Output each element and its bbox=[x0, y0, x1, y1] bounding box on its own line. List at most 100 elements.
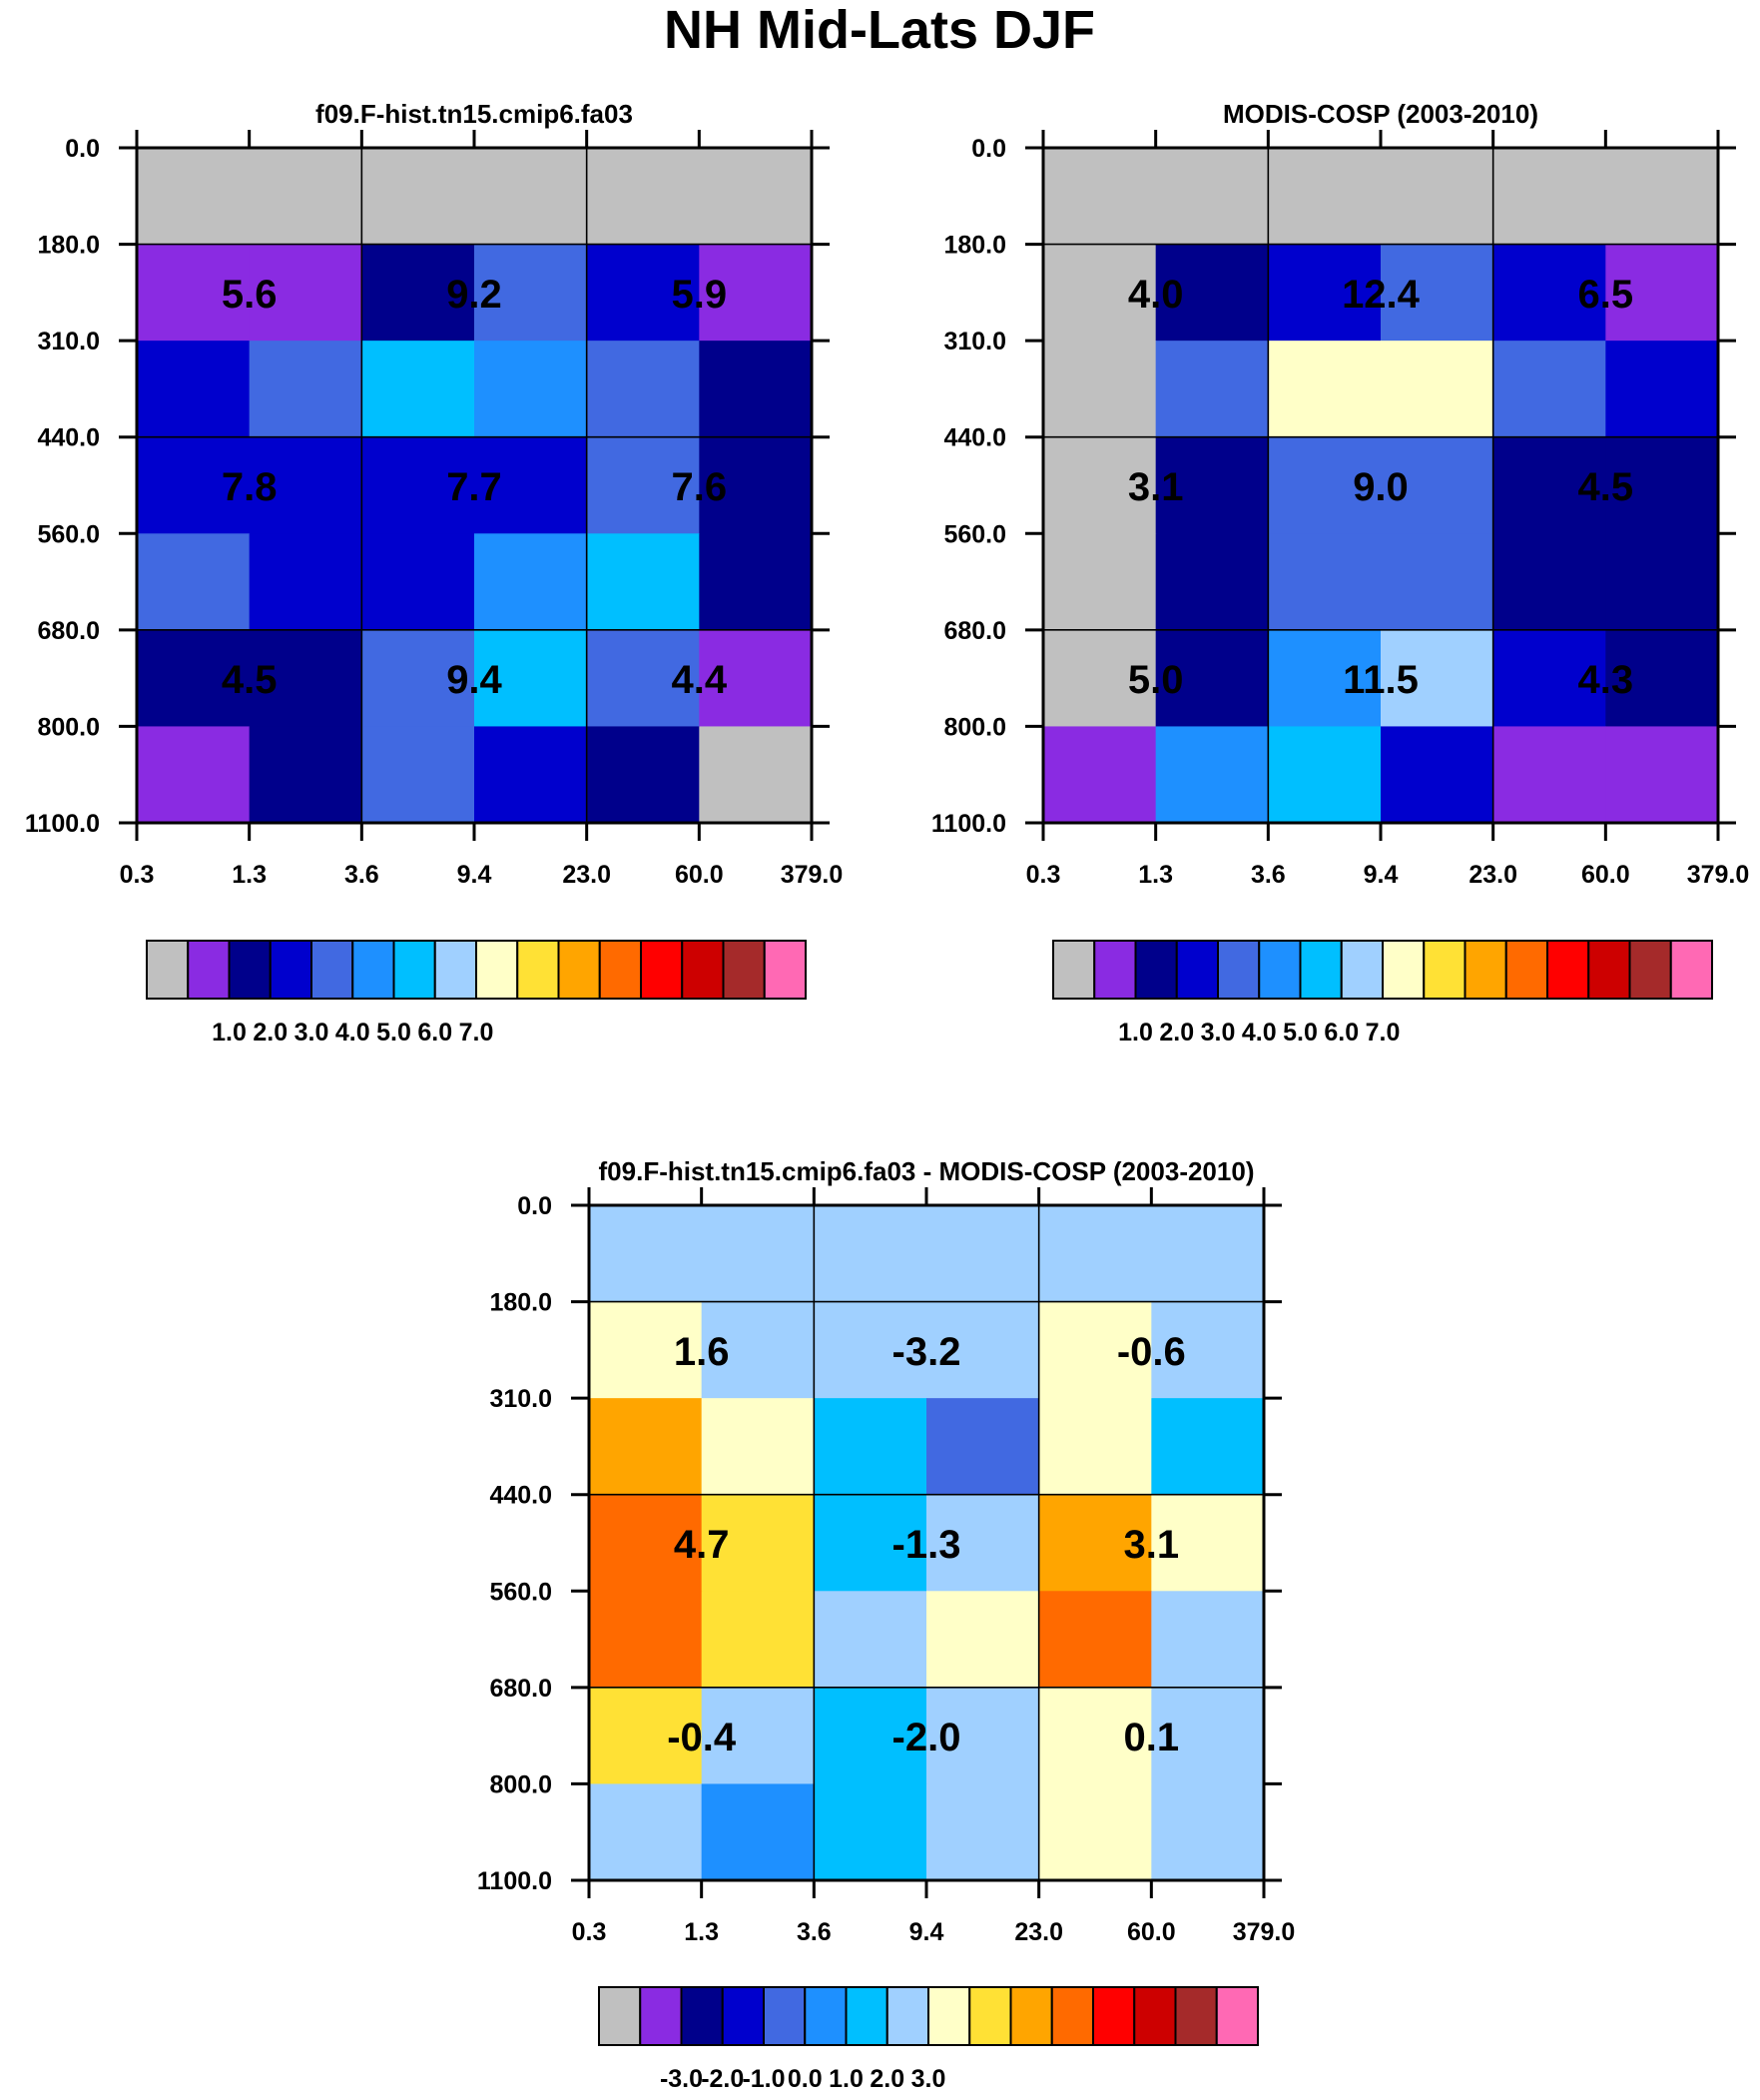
data-label: -1.3 bbox=[892, 1523, 961, 1567]
y-tick-label: 310.0 bbox=[37, 328, 100, 355]
cell bbox=[1043, 436, 1157, 534]
data-label: 1.6 bbox=[674, 1330, 730, 1374]
y-tick-label: 560.0 bbox=[943, 520, 1006, 548]
data-label: 4.0 bbox=[1128, 273, 1184, 317]
x-tick-label: 60.0 bbox=[1581, 861, 1630, 889]
data-label: 7.7 bbox=[446, 465, 502, 509]
cell bbox=[1381, 533, 1494, 631]
colorbar-swatch bbox=[1340, 940, 1384, 1000]
cell bbox=[589, 1205, 703, 1303]
y-tick-label: 1100.0 bbox=[25, 810, 100, 838]
cell bbox=[249, 629, 362, 728]
cell bbox=[1155, 244, 1269, 342]
data-label: 5.6 bbox=[222, 273, 278, 317]
cell bbox=[814, 1398, 927, 1496]
cell bbox=[1043, 148, 1157, 246]
y-tick-label: 800.0 bbox=[489, 1770, 552, 1798]
cell bbox=[699, 244, 813, 342]
colorbar-swatch bbox=[927, 1986, 971, 2046]
colorbar-swatch bbox=[146, 940, 190, 1000]
colorbar-difference: -3.0-2.0-1.0 0.0 1.0 2.0 3.0 bbox=[598, 1986, 1259, 2093]
cell bbox=[1492, 533, 1606, 631]
x-tick-label: 379.0 bbox=[781, 861, 844, 889]
colorbar-swatch bbox=[1009, 1986, 1053, 2046]
cell bbox=[1043, 533, 1157, 631]
colorbar-swatch bbox=[351, 940, 395, 1000]
cell bbox=[1492, 726, 1606, 824]
colorbar-swatch bbox=[1299, 940, 1343, 1000]
cell bbox=[586, 726, 700, 824]
x-tick-label: 23.0 bbox=[1014, 1918, 1063, 1946]
y-tick-label: 440.0 bbox=[489, 1482, 552, 1510]
cell bbox=[1268, 244, 1382, 342]
y-tick-label: 180.0 bbox=[943, 232, 1006, 260]
cell bbox=[1268, 148, 1382, 246]
data-label: 3.1 bbox=[1124, 1523, 1180, 1567]
cell bbox=[926, 1783, 1040, 1881]
cell bbox=[814, 1494, 927, 1592]
x-tick-label: 60.0 bbox=[675, 861, 724, 889]
data-label: 9.2 bbox=[446, 273, 502, 317]
cell bbox=[1155, 341, 1269, 438]
cell bbox=[137, 436, 251, 534]
colorbar-swatch bbox=[721, 1986, 765, 2046]
cell bbox=[1038, 1783, 1152, 1881]
colorbar-swatch bbox=[187, 940, 231, 1000]
cell bbox=[1155, 629, 1269, 728]
data-label: 4.4 bbox=[672, 658, 728, 702]
x-tick-label: 3.6 bbox=[1251, 861, 1286, 889]
cell bbox=[137, 341, 251, 438]
cell bbox=[589, 1783, 703, 1881]
cell bbox=[361, 629, 475, 728]
panel-model: f09.F-hist.tn15.cmip6.fa03 0.0 180.0 310.0 4… bbox=[25, 99, 843, 889]
y-tick-label: 310.0 bbox=[943, 328, 1006, 355]
x-tick-label: 3.6 bbox=[344, 861, 379, 889]
cell bbox=[699, 533, 813, 631]
colorbar-model: 1.0 2.0 3.0 4.0 5.0 6.0 7.0 bbox=[146, 940, 807, 1047]
x-tick-label: 9.4 bbox=[457, 861, 492, 889]
x-tick-label: 9.4 bbox=[1364, 861, 1399, 889]
colorbar-swatch bbox=[1093, 940, 1137, 1000]
cell bbox=[1605, 341, 1719, 438]
cell bbox=[1492, 629, 1606, 728]
colorbar-swatch bbox=[598, 940, 642, 1000]
colorbar-swatch bbox=[1092, 1986, 1136, 2046]
colorbar-swatch bbox=[433, 940, 477, 1000]
cell bbox=[1038, 1301, 1152, 1399]
cell bbox=[589, 1301, 703, 1399]
cell bbox=[361, 726, 475, 824]
cell bbox=[1381, 726, 1494, 824]
cell bbox=[1605, 533, 1719, 631]
cell bbox=[701, 1494, 815, 1592]
cell bbox=[1038, 1591, 1152, 1689]
y-tick-label: 0.0 bbox=[517, 1192, 552, 1220]
x-tick-label: 23.0 bbox=[562, 861, 611, 889]
x-tick-label: 1.3 bbox=[684, 1918, 719, 1946]
cell bbox=[474, 148, 588, 246]
data-label: 7.8 bbox=[222, 465, 278, 509]
cell bbox=[1268, 341, 1382, 438]
y-tick-label: 560.0 bbox=[37, 520, 100, 548]
y-tick-label: 180.0 bbox=[489, 1289, 552, 1317]
cell bbox=[137, 629, 251, 728]
data-label: 9.0 bbox=[1353, 465, 1409, 509]
cell bbox=[1151, 1494, 1265, 1592]
cell bbox=[699, 341, 813, 438]
cell bbox=[137, 533, 251, 631]
cell bbox=[586, 436, 700, 534]
cell bbox=[1381, 341, 1494, 438]
y-tick-label: 560.0 bbox=[489, 1578, 552, 1606]
cell bbox=[1155, 533, 1269, 631]
data-label: -2.0 bbox=[892, 1716, 961, 1759]
cell bbox=[926, 1494, 1040, 1592]
cell bbox=[1151, 1205, 1265, 1303]
panel-title: f09.F-hist.tn15.cmip6.fa03 bbox=[315, 99, 633, 129]
data-label: -3.2 bbox=[892, 1330, 961, 1374]
cell bbox=[701, 1687, 815, 1785]
colorbar-swatch bbox=[1382, 940, 1426, 1000]
cell bbox=[474, 533, 588, 631]
data-label: 0.1 bbox=[1124, 1716, 1180, 1759]
cell bbox=[249, 341, 362, 438]
colorbar-swatch bbox=[640, 940, 684, 1000]
y-tick-label: 440.0 bbox=[37, 424, 100, 452]
